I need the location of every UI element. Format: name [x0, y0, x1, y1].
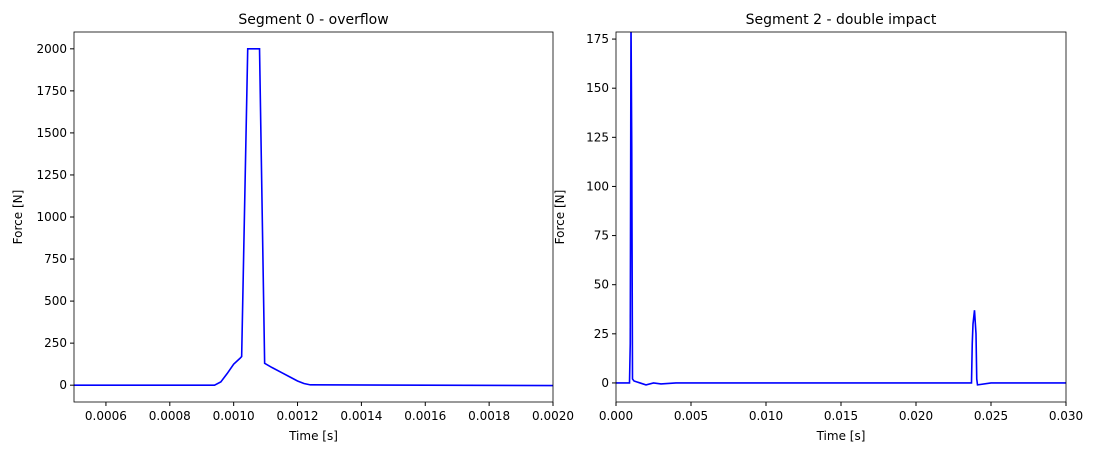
x-tick-label: 0.0020 [532, 409, 574, 423]
y-tick-label: 2000 [36, 42, 67, 56]
y-axis-label: Force [N] [11, 190, 25, 245]
y-axis-label: Force [N] [553, 190, 567, 245]
y-tick-label: 1750 [36, 84, 67, 98]
x-tick-label: 0.0012 [277, 409, 319, 423]
y-tick-label: 75 [594, 229, 609, 243]
y-tick-label: 1250 [36, 168, 67, 182]
y-tick-label: 500 [44, 294, 67, 308]
data-line [616, 32, 1066, 386]
x-tick-label: 0.000 [599, 409, 633, 423]
x-axis-label: Time [s] [288, 429, 338, 443]
x-tick-label: 0.0014 [340, 409, 382, 423]
x-axis-label: Time [s] [816, 429, 866, 443]
x-tick-label: 0.015 [824, 409, 858, 423]
x-tick-label: 0.0008 [149, 409, 191, 423]
y-tick-label: 150 [586, 81, 609, 95]
x-tick-label: 0.0016 [404, 409, 446, 423]
y-tick-label: 1000 [36, 210, 67, 224]
y-tick-label: 125 [586, 130, 609, 144]
y-tick-label: 0 [59, 378, 67, 392]
y-tick-label: 750 [44, 252, 67, 266]
x-tick-label: 0.0006 [85, 409, 127, 423]
y-tick-label: 100 [586, 179, 609, 193]
plot-frame [615, 31, 1067, 403]
chart-title: Segment 0 - overflow [238, 12, 388, 28]
x-tick-label: 0.005 [674, 409, 708, 423]
data-line [74, 48, 553, 387]
plot-frame [73, 31, 554, 403]
y-tick-label: 50 [594, 278, 609, 292]
x-tick-label: 0.025 [974, 409, 1008, 423]
x-tick-label: 0.030 [1049, 409, 1083, 423]
y-tick-label: 1500 [36, 126, 67, 140]
y-tick-label: 25 [594, 327, 609, 341]
y-tick-label: 175 [586, 32, 609, 46]
x-tick-label: 0.0018 [468, 409, 510, 423]
x-tick-label: 0.0010 [213, 409, 255, 423]
x-tick-label: 0.020 [899, 409, 933, 423]
chart-title: Segment 2 - double impact [746, 12, 937, 28]
x-tick-label: 0.010 [749, 409, 783, 423]
y-tick-label: 250 [44, 336, 67, 350]
y-tick-label: 0 [601, 376, 609, 390]
